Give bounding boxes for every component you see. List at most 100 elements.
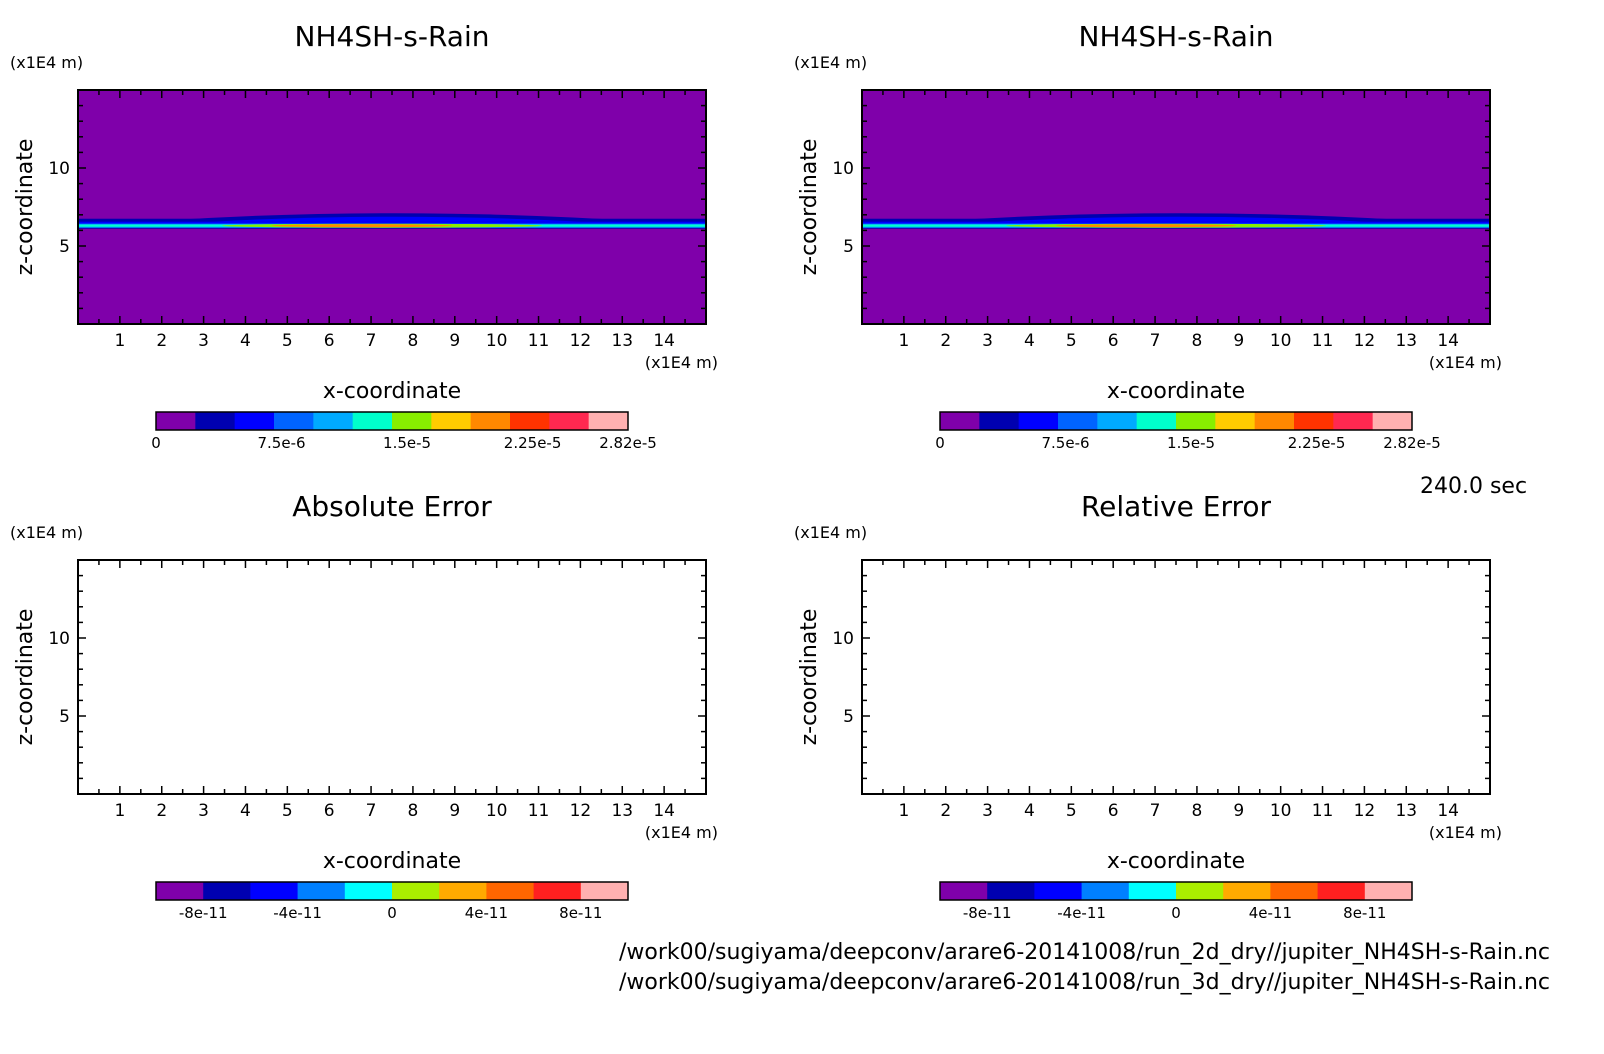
colorbar-label: 8e-11 xyxy=(1343,904,1386,922)
y-tick-label: 10 xyxy=(48,629,70,649)
colorbar-segment xyxy=(1364,882,1413,900)
time-label: 240.0 sec xyxy=(1420,474,1528,499)
colorbar-segment xyxy=(439,882,487,900)
colorbar-label: 1.5e-5 xyxy=(1167,434,1215,452)
x-unit-label: (x1E4 m) xyxy=(645,353,718,372)
plot-area xyxy=(78,560,706,794)
plot-area xyxy=(862,560,1490,794)
x-tick-label: 12 xyxy=(1354,331,1376,351)
colorbar-segment xyxy=(234,412,275,430)
colorbar-segment xyxy=(1215,412,1256,430)
colorbar-segment xyxy=(470,412,511,430)
x-tick-label: 1 xyxy=(114,331,125,351)
chart-title: NH4SH-s-Rain xyxy=(295,20,490,53)
colorbar-segment xyxy=(1317,882,1366,900)
chart-title: NH4SH-s-Rain xyxy=(1079,20,1274,53)
colorbar-segment xyxy=(1270,882,1319,900)
x-axis-label: x-coordinate xyxy=(1107,849,1245,874)
colorbar-label: 7.5e-6 xyxy=(258,434,306,452)
y-unit-label: (x1E4 m) xyxy=(794,523,867,542)
x-tick-label: 7 xyxy=(366,801,377,821)
field-bulge-inner xyxy=(212,216,582,222)
x-tick-label: 3 xyxy=(982,331,993,351)
x-tick-label: 12 xyxy=(1354,801,1376,821)
colorbar-label: 2.25e-5 xyxy=(1288,434,1346,452)
y-tick-label: 10 xyxy=(48,159,70,179)
x-tick-label: 9 xyxy=(449,801,460,821)
colorbar-segment xyxy=(588,412,629,430)
y-axis-label: z-coordinate xyxy=(13,139,38,276)
colorbar-label: -8e-11 xyxy=(963,904,1012,922)
y-tick-label: 5 xyxy=(843,237,854,257)
chart-panel-2: NH4SH-s-Rain(x1E4 m)(x1E4 m)1 2 3 4 5 6 7 8 9 10 1… xyxy=(794,20,1502,452)
x-tick-label: 8 xyxy=(1192,801,1203,821)
colorbar-segment xyxy=(987,882,1035,900)
x-tick-label: 2 xyxy=(940,331,951,351)
colorbar-segment xyxy=(940,412,980,430)
x-tick-label: 7 xyxy=(366,331,377,351)
file-path-2d: /work00/sugiyama/deepconv/arare6-2014100… xyxy=(618,940,1550,965)
colorbar-segment xyxy=(1176,882,1224,900)
x-unit-label: (x1E4 m) xyxy=(1429,823,1502,842)
x-tick-label: 11 xyxy=(528,801,550,821)
field-background xyxy=(78,90,706,324)
x-tick-label: 10 xyxy=(486,801,508,821)
colorbar-segment xyxy=(297,882,346,900)
colorbar-segment xyxy=(392,882,440,900)
chart-panel-3: Absolute Error(x1E4 m)(x1E4 m)1 2 3 4 5 6 7 8 9 1… xyxy=(10,490,718,922)
x-tick-label: 4 xyxy=(240,331,251,351)
colorbar-segment xyxy=(313,412,354,430)
x-tick-label: 13 xyxy=(1395,331,1417,351)
colorbar-label: 2.82e-5 xyxy=(1383,434,1441,452)
colorbar-segment xyxy=(1034,882,1083,900)
colorbar-segment xyxy=(274,412,314,430)
colorbar-frame xyxy=(939,881,1413,901)
colorbar-segment xyxy=(1223,882,1271,900)
x-unit-label: (x1E4 m) xyxy=(645,823,718,842)
colorbar-segment xyxy=(203,882,251,900)
colorbar-label: -4e-11 xyxy=(1057,904,1106,922)
colorbar-frame xyxy=(155,411,629,431)
colorbar-label: 2.25e-5 xyxy=(504,434,562,452)
y-tick-label: 5 xyxy=(59,237,70,257)
colorbar-label: -8e-11 xyxy=(179,904,228,922)
y-axis-label: z-coordinate xyxy=(13,609,38,746)
x-tick-label: 2 xyxy=(156,801,167,821)
x-tick-label: 5 xyxy=(282,331,293,351)
x-tick-label: 4 xyxy=(1024,801,1035,821)
colorbar-segment xyxy=(510,412,550,430)
y-axis-label: z-coordinate xyxy=(797,139,822,276)
x-tick-label: 4 xyxy=(240,801,251,821)
chart-title: Absolute Error xyxy=(292,490,492,523)
x-tick-label: 6 xyxy=(1108,331,1119,351)
field-peak-inner xyxy=(272,224,452,228)
colorbar-segment xyxy=(156,882,204,900)
x-tick-label: 11 xyxy=(528,331,550,351)
colorbar-segment xyxy=(1333,412,1374,430)
field-background xyxy=(862,90,1490,324)
colorbar-label: 0 xyxy=(1171,904,1181,922)
colorbar-segment xyxy=(1097,412,1138,430)
colorbar-segment xyxy=(1136,412,1177,430)
colorbar-frame xyxy=(155,881,629,901)
colorbar-segment xyxy=(580,882,629,900)
x-tick-label: 4 xyxy=(1024,331,1035,351)
x-tick-label: 3 xyxy=(982,801,993,821)
x-tick-label: 9 xyxy=(1233,331,1244,351)
x-tick-label: 5 xyxy=(282,801,293,821)
x-tick-label: 8 xyxy=(1192,331,1203,351)
x-tick-label: 12 xyxy=(570,801,592,821)
x-tick-label: 12 xyxy=(570,331,592,351)
x-tick-label: 2 xyxy=(940,801,951,821)
x-unit-label: (x1E4 m) xyxy=(1429,353,1502,372)
colorbar-label: 8e-11 xyxy=(559,904,602,922)
file-path-3d: /work00/sugiyama/deepconv/arare6-2014100… xyxy=(618,970,1550,995)
x-tick-label: 9 xyxy=(449,331,460,351)
colorbar-label: 4e-11 xyxy=(1249,904,1292,922)
x-tick-label: 1 xyxy=(114,801,125,821)
x-tick-label: 14 xyxy=(1437,801,1459,821)
colorbar-segment xyxy=(1081,882,1130,900)
x-tick-label: 9 xyxy=(1233,801,1244,821)
colorbar-segment xyxy=(195,412,236,430)
